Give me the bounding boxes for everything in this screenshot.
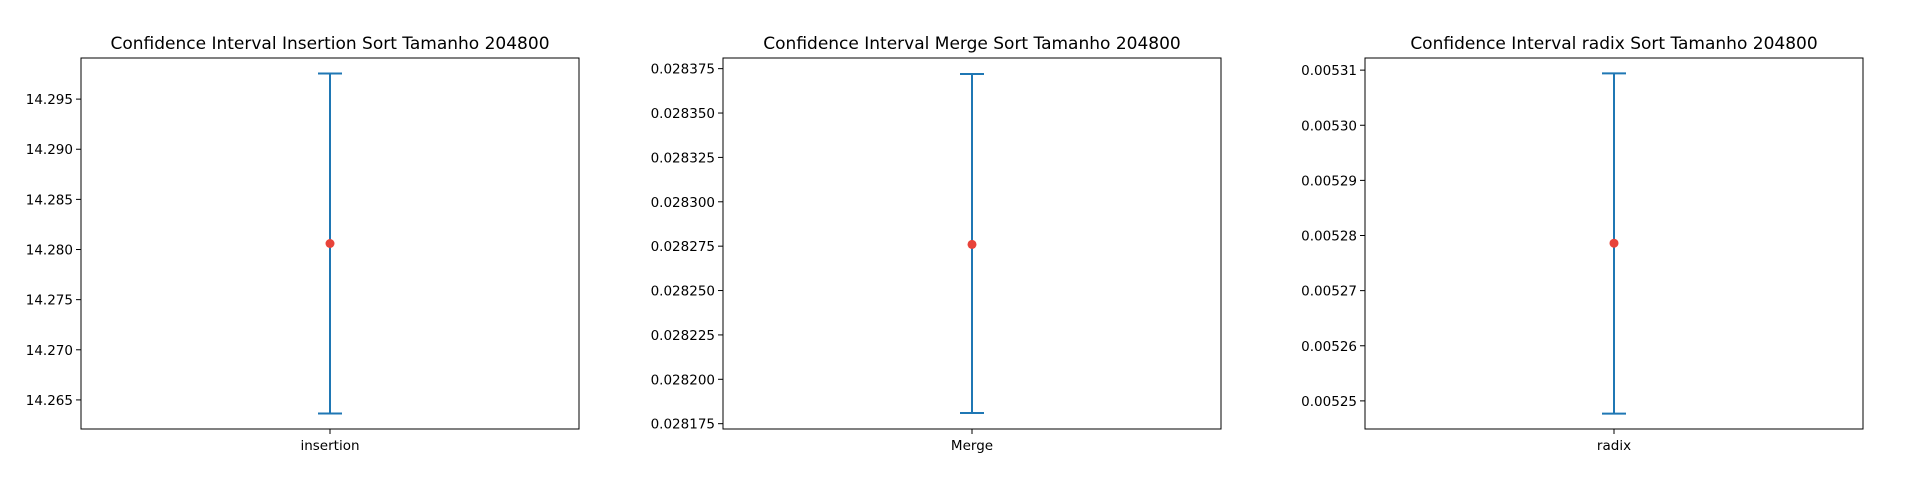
y-tick-label: 0.028175 xyxy=(651,417,715,433)
y-tick-label: 14.265 xyxy=(26,393,73,409)
y-tick-label: 14.295 xyxy=(26,92,73,108)
chart-panel-3: Confidence Interval radix Sort Tamanho 2… xyxy=(1301,34,1864,454)
mean-point xyxy=(325,239,335,248)
y-tick-label: 0.00525 xyxy=(1301,394,1357,410)
y-tick-label: 14.275 xyxy=(26,293,73,309)
y-tick-label: 0.00531 xyxy=(1301,63,1357,79)
y-tick-label: 0.00526 xyxy=(1301,339,1357,355)
y-tick-label: 0.00529 xyxy=(1301,173,1357,189)
y-tick-label: 0.028325 xyxy=(651,150,715,166)
y-tick-label: 0.028300 xyxy=(651,195,715,211)
y-tick-label: 14.285 xyxy=(26,192,73,208)
y-tick-label: 0.028375 xyxy=(651,62,715,78)
axes-frame xyxy=(1364,57,1864,430)
mean-point xyxy=(967,239,977,249)
axes-frame xyxy=(80,57,580,430)
y-tick-label: 0.028350 xyxy=(651,106,715,122)
chart-title: Confidence Interval radix Sort Tamanho 2… xyxy=(1410,34,1817,54)
y-tick-label: 0.00528 xyxy=(1301,229,1357,245)
chart-title: Confidence Interval Insertion Sort Taman… xyxy=(110,34,549,54)
chart-title: Confidence Interval Merge Sort Tamanho 2… xyxy=(763,34,1180,54)
y-tick-label: 14.290 xyxy=(26,142,73,158)
chart-panel-2: Confidence Interval Merge Sort Tamanho 2… xyxy=(651,34,1222,454)
y-tick-label: 0.028225 xyxy=(651,328,715,344)
x-tick-label: radix xyxy=(1597,438,1631,454)
y-tick-label: 0.00530 xyxy=(1301,118,1357,134)
y-tick-label: 14.270 xyxy=(26,343,73,359)
mean-point xyxy=(1609,238,1619,248)
y-tick-label: 0.028275 xyxy=(651,239,715,255)
x-tick-label: insertion xyxy=(300,438,359,454)
y-tick-label: 14.280 xyxy=(26,243,73,259)
y-tick-label: 0.028200 xyxy=(651,372,715,388)
y-tick-label: 0.028250 xyxy=(651,284,715,300)
x-tick-label: Merge xyxy=(951,438,993,454)
chart-panel-1: Confidence Interval Insertion Sort Taman… xyxy=(26,34,580,454)
axes-frame xyxy=(722,57,1222,430)
y-tick-label: 0.00527 xyxy=(1301,284,1357,300)
